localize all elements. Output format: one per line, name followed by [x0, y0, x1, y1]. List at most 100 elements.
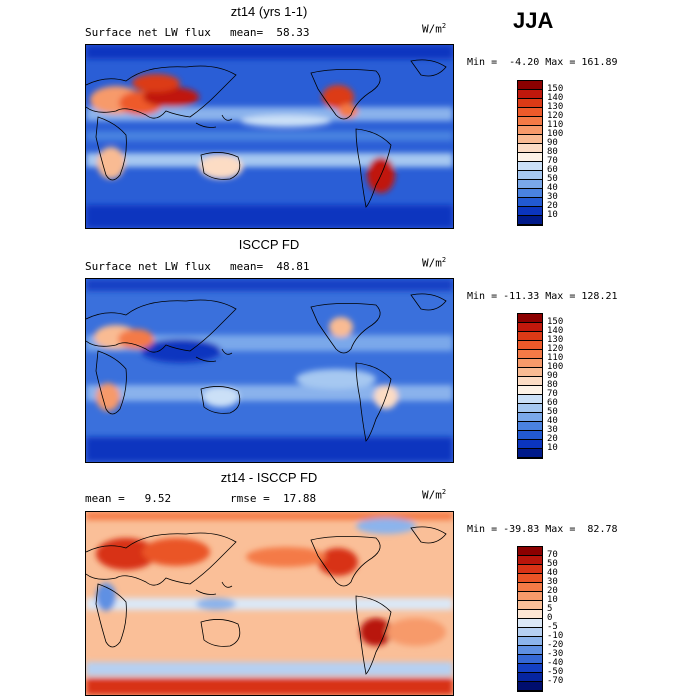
colorbar-tick-label: 120 — [547, 343, 564, 354]
hot-region-australia — [199, 155, 243, 179]
colorbar-tick-label: 130 — [547, 101, 564, 112]
colorbar-cell — [518, 601, 542, 610]
colorbar-cell — [518, 198, 542, 207]
colorbar-cell — [518, 81, 542, 90]
colorbar-cell — [518, 619, 542, 628]
colorbar-tick-label: 50 — [547, 558, 558, 569]
colorbar-tick-label: 130 — [547, 334, 564, 345]
colorbar-tick-label: 40 — [547, 567, 558, 578]
colorbar-cell — [518, 359, 542, 368]
unit-label: W/m2 — [422, 22, 447, 36]
colorbar-cell — [518, 135, 542, 144]
colorbar-cell — [518, 440, 542, 449]
colorbar-cell — [518, 431, 542, 440]
colorbar-tick-label: 20 — [547, 585, 558, 596]
colorbar-cell — [518, 646, 542, 655]
coastlines — [86, 526, 447, 675]
colorbar-cell — [518, 350, 542, 359]
panel-title: zt14 (yrs 1-1) — [230, 4, 308, 19]
colorbar-cell — [518, 556, 542, 565]
hot-region-tibet — [143, 87, 199, 107]
colorbar-cell — [518, 323, 542, 332]
colorbar-tick-label: -5 — [547, 621, 558, 632]
colorbar — [517, 80, 543, 226]
polar-band-south — [86, 205, 453, 228]
colorbar-cell — [518, 592, 542, 601]
season-label: JJA — [513, 8, 554, 33]
colorbar-ticks: 150 140 130 120 110 100 90 80 70 60 50 40 30 20 10 — [547, 313, 587, 457]
colorbar-tick-label: 50 — [547, 173, 558, 184]
positive-region-south-pacific — [386, 618, 446, 646]
colorbar-tick-label: 60 — [547, 164, 558, 175]
colorbar-cell — [518, 682, 542, 691]
colorbar-cell — [518, 628, 542, 637]
colorbar-tick-label: 150 — [547, 83, 564, 94]
colorbar-cell — [518, 547, 542, 556]
colorbar-tick-label: 90 — [547, 370, 558, 381]
polar-band-north — [86, 45, 453, 59]
colorbar-tick-label: -30 — [547, 648, 564, 659]
colorbar-tick-label: 20 — [547, 433, 558, 444]
unit-label: W/m2 — [422, 256, 447, 270]
colorbar-cell — [518, 565, 542, 574]
colorbar-cell — [518, 368, 542, 377]
colorbar-cell — [518, 90, 542, 99]
hot-region-southern-africa — [96, 383, 120, 411]
coastlines — [86, 59, 447, 208]
mean-label: mean = 9.52 — [85, 492, 172, 505]
variable-label: Surface net LW flux — [85, 26, 211, 39]
colorbar-cell — [518, 655, 542, 664]
world-map — [85, 44, 454, 229]
colorbar-cell — [518, 664, 542, 673]
warm-region-east-pacific — [296, 369, 376, 389]
colorbar-ticks: 150 140 130 120 110 100 90 80 70 60 50 40 30 20 10 — [547, 80, 587, 224]
colorbar-cell — [518, 144, 542, 153]
negative-region-indonesia — [196, 598, 236, 610]
colorbar-cell — [518, 189, 542, 198]
colorbar-cell — [518, 171, 542, 180]
colorbar-cell — [518, 162, 542, 171]
colorbar — [517, 546, 543, 692]
hot-region-us-west — [329, 317, 353, 337]
colorbar-tick-label: 140 — [547, 325, 564, 336]
colorbar-cell — [518, 207, 542, 216]
colorbar-tick-label: 40 — [547, 415, 558, 426]
colorbar-cell — [518, 673, 542, 682]
colorbar-cell — [518, 413, 542, 422]
colorbar-tick-label: 70 — [547, 155, 558, 166]
subtropical-band-south — [86, 385, 453, 401]
colorbar-cell — [518, 216, 542, 225]
colorbar-tick-label: 70 — [547, 549, 558, 560]
colorbar-cell — [518, 117, 542, 126]
colorbar-cell — [518, 422, 542, 431]
warm-region-north-pacific — [241, 115, 331, 127]
colorbar-tick-label: 30 — [547, 191, 558, 202]
southern-ocean-band — [86, 662, 453, 676]
colorbar-tick-label: 80 — [547, 146, 558, 157]
colorbar-cell — [518, 153, 542, 162]
colorbar-tick-label: 40 — [547, 182, 558, 193]
colorbar-tick-label: -10 — [547, 630, 564, 641]
colorbar-tick-label: 110 — [547, 352, 564, 363]
rmse-label: rmse = 17.88 — [230, 492, 317, 505]
colorbar-cell — [518, 449, 542, 458]
colorbar-tick-label: 50 — [547, 406, 558, 417]
colorbar-tick-label: 150 — [547, 316, 564, 327]
positive-region-north-pacific — [246, 547, 326, 567]
equatorial-band — [86, 598, 453, 610]
colorbar-tick-label: 120 — [547, 110, 564, 121]
colorbar-tick-label: -40 — [547, 657, 564, 668]
colorbar-ticks: 70 50 40 30 20 10 5 0 -5 -10 -20 -30 -40 -50 -70 — [547, 546, 587, 690]
colorbar-cell — [518, 341, 542, 350]
min-max-label: Min = -11.33 Max = 128.21 — [467, 291, 618, 302]
colorbar-tick-label: 30 — [547, 576, 558, 587]
colorbar-tick-label: 30 — [547, 424, 558, 435]
colorbar-tick-label: 10 — [547, 594, 558, 605]
negative-region-arctic-canada — [356, 518, 416, 534]
mean-label: mean= 48.81 — [230, 260, 310, 273]
colorbar-cell — [518, 386, 542, 395]
colorbar-cell — [518, 99, 542, 108]
equatorial-band — [86, 131, 453, 141]
colorbar-cell — [518, 180, 542, 189]
hot-region-arabia — [118, 329, 154, 349]
